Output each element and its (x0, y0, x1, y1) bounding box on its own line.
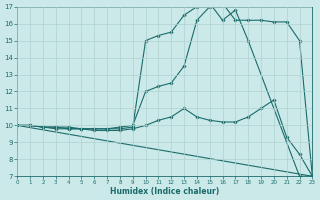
X-axis label: Humidex (Indice chaleur): Humidex (Indice chaleur) (110, 187, 220, 196)
